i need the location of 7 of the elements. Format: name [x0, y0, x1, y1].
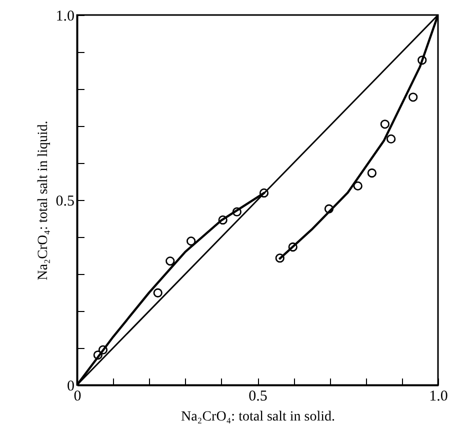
y-tick-label: 0.5: [56, 194, 74, 210]
x-axis-title: Na₂CrO₄: total salt in solid.: [180, 410, 336, 424]
y-tick-label: 0: [67, 378, 74, 394]
y-axis-title: Na₂CrO₄: total salt in liquid.: [36, 120, 51, 280]
x-tick-label: 0.5: [248, 388, 268, 404]
x-tick-label: 1.0: [429, 388, 448, 404]
y-tick-label: 1.0: [56, 8, 74, 24]
